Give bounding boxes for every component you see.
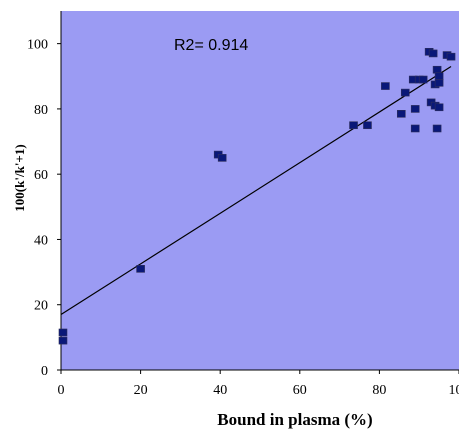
data-point bbox=[446, 52, 456, 61]
data-point bbox=[217, 154, 227, 162]
data-point bbox=[410, 124, 420, 133]
plot-area bbox=[61, 11, 459, 370]
x-tick-label: 20 bbox=[134, 383, 148, 398]
trend-line bbox=[60, 65, 452, 316]
x-tick-label: 40 bbox=[213, 383, 227, 398]
data-point bbox=[349, 121, 358, 130]
data-point bbox=[434, 79, 444, 87]
y-tick-label: 40 bbox=[34, 233, 48, 248]
data-point bbox=[136, 265, 145, 273]
data-point bbox=[432, 65, 442, 74]
y-tick-label: 60 bbox=[34, 168, 48, 183]
data-point bbox=[410, 105, 420, 113]
data-point bbox=[434, 72, 444, 81]
y-tick-label: 20 bbox=[34, 299, 48, 314]
x-tick-label: 60 bbox=[293, 383, 307, 398]
data-point bbox=[381, 82, 390, 90]
x-tick-label: 100 bbox=[449, 383, 459, 398]
x-axis-label: Bound in plasma (%) bbox=[217, 410, 372, 429]
y-tick-label: 100 bbox=[27, 38, 48, 53]
data-point bbox=[58, 336, 68, 345]
data-point bbox=[434, 103, 444, 112]
axis-ticks: 0 20 40 60 80 100 0 20 40 60 80 100 bbox=[27, 11, 459, 398]
data-point bbox=[400, 88, 410, 97]
x-tick-label: 80 bbox=[372, 383, 386, 398]
data-point bbox=[363, 121, 372, 130]
x-tick-label: 0 bbox=[58, 383, 65, 398]
data-point bbox=[396, 110, 406, 118]
data-point bbox=[418, 75, 428, 84]
data-point bbox=[432, 124, 442, 133]
r2-annotation: R2= 0.914 bbox=[174, 37, 248, 54]
data-point bbox=[428, 49, 438, 58]
data-points bbox=[58, 47, 456, 345]
y-tick-label: 80 bbox=[34, 103, 48, 118]
data-point bbox=[58, 328, 68, 337]
y-tick-label: 0 bbox=[41, 364, 48, 379]
y-axis-label: 100(k'/k'+1) bbox=[12, 144, 27, 211]
